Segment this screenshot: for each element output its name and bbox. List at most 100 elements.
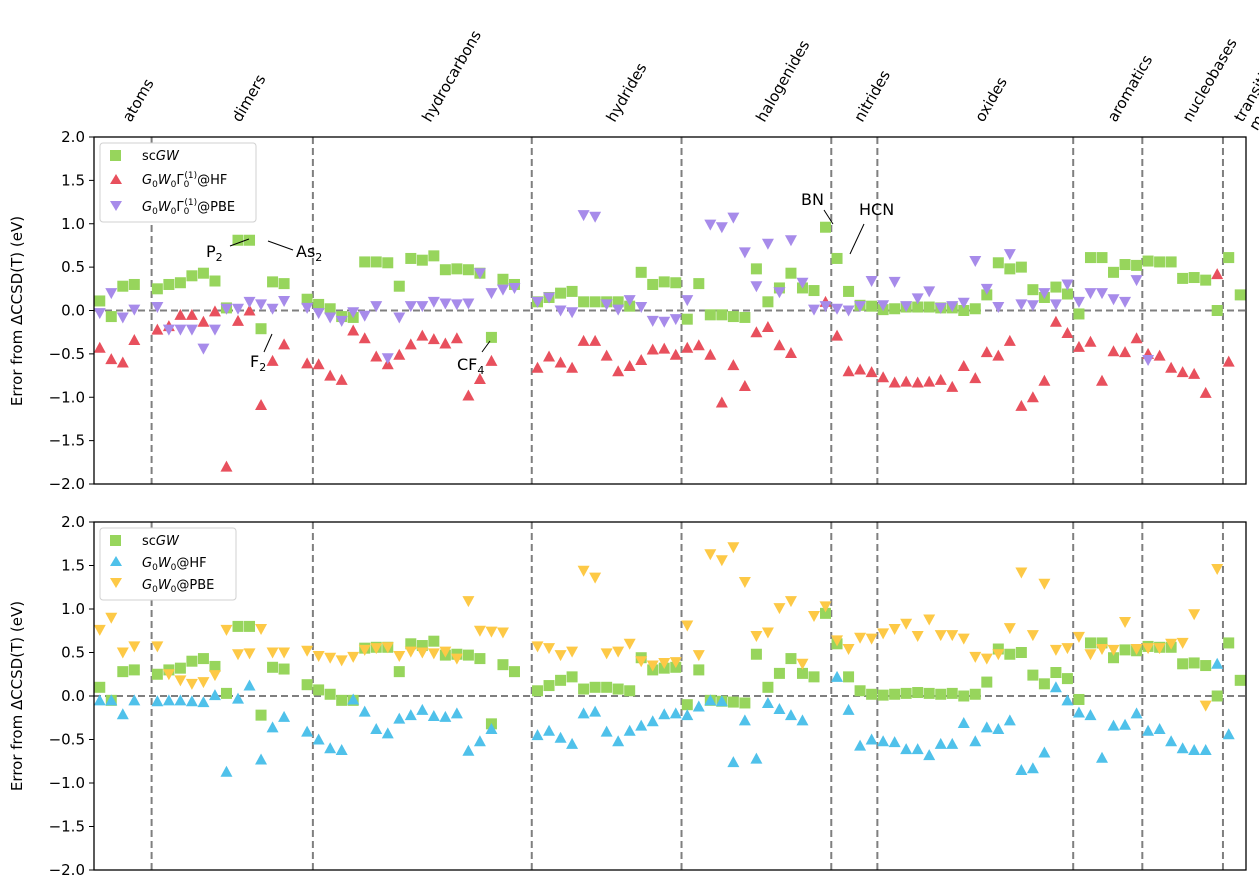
point-square-green [1200,274,1212,286]
point-triangle-up-blue [738,714,751,726]
point-triangle-down-purple [312,308,325,320]
y-tick-label: 0.0 [61,687,85,705]
point-square-green [900,687,912,699]
point-triangle-down-purple [416,301,429,313]
point-triangle-down-purple [566,307,579,319]
point-square-green [1073,693,1085,705]
point-square-green [151,668,163,680]
point-triangle-up-red [554,356,567,368]
annotation-as2: As2 [296,242,322,264]
point-triangle-up-red [784,347,797,359]
y-tick-label: −0.5 [49,345,85,363]
point-triangle-up-blue [865,733,878,745]
point-triangle-down-yellow [646,660,659,672]
point-square-green [831,252,843,264]
point-triangle-down-yellow [185,678,198,690]
point-square-green [94,295,106,307]
point-triangle-down-yellow [1199,700,1212,712]
point-square-green [589,296,601,308]
point-triangle-up-red [208,305,221,317]
point-triangle-down-purple [404,301,417,313]
group-label-halogenides: halogenides [752,37,813,125]
point-triangle-up-blue [416,703,429,715]
point-triangle-down-purple [1072,296,1085,308]
point-triangle-up-red [1153,349,1166,361]
y-tick-label: 2.0 [61,128,85,146]
point-triangle-up-blue [393,712,406,724]
point-triangle-down-purple [450,299,463,311]
point-triangle-up-red [692,339,705,351]
point-triangle-down-yellow [623,638,636,650]
y-tick-label: 0.5 [61,644,85,662]
group-label-nitrides: nitrides [850,67,894,125]
point-triangle-up-red [877,371,890,383]
point-triangle-up-red [1165,361,1178,373]
point-triangle-up-blue [404,709,417,721]
point-triangle-up-red [1130,332,1143,344]
annotation-hcn: HCN [859,200,894,219]
point-triangle-down-purple [508,282,521,294]
point-triangle-up-red [900,375,913,387]
point-square-green [992,643,1004,655]
point-triangle-up-blue [750,752,763,764]
point-triangle-down-purple [278,295,291,307]
top-panel-points [94,210,1246,472]
point-triangle-up-red [727,359,740,371]
point-triangle-up-blue [900,743,913,755]
point-triangle-down-purple [128,304,141,316]
point-triangle-up-red [427,333,440,345]
point-triangle-down-yellow [1072,631,1085,643]
point-square-green [820,607,832,619]
point-triangle-up-blue [1130,707,1143,719]
legend-marker-g0w0-hf [110,556,122,566]
point-square-green [1073,308,1085,320]
point-triangle-down-yellow [232,649,244,661]
point-triangle-down-yellow [888,624,901,636]
point-triangle-down-yellow [784,596,797,608]
legend-label-scgw: scGW [142,534,180,549]
point-triangle-down-yellow [692,650,705,662]
point-triangle-up-red [669,348,682,360]
point-square-green [681,313,693,325]
point-triangle-down-purple [934,302,947,314]
point-square-green [750,648,762,660]
point-triangle-down-purple [773,287,786,299]
point-triangle-down-yellow [1107,644,1120,656]
point-triangle-up-blue [197,696,210,708]
point-square-green [866,688,878,700]
point-triangle-down-purple [427,296,440,308]
point-square-green [658,276,670,288]
point-square-green [485,331,497,343]
point-square-green [209,275,221,287]
group-label-dimers: dimers [228,71,269,125]
point-triangle-up-red [185,308,198,320]
point-triangle-down-yellow [243,648,256,660]
point-triangle-up-red [1084,335,1097,347]
point-triangle-up-red [462,389,475,401]
point-triangle-up-blue [923,749,936,761]
point-square-green [532,685,544,697]
point-triangle-up-blue [324,742,337,754]
point-triangle-down-yellow [197,677,210,689]
point-triangle-down-yellow [312,650,325,662]
point-triangle-down-yellow [554,650,567,662]
point-triangle-up-blue [462,744,475,756]
point-square-green [497,659,509,671]
point-triangle-down-yellow [957,633,970,645]
y-tick-label: −1.0 [49,774,85,792]
point-triangle-up-red [393,348,406,360]
point-square-green [359,256,371,268]
point-triangle-up-blue [715,695,728,707]
point-triangle-up-blue [185,695,198,707]
point-triangle-down-purple [358,310,371,322]
point-triangle-up-red [1061,327,1074,339]
point-triangle-down-yellow [208,670,221,682]
point-triangle-down-yellow [174,675,187,687]
point-square-green [1027,284,1039,296]
point-triangle-down-yellow [934,630,947,642]
point-square-green [278,663,290,675]
point-triangle-up-blue [681,709,694,721]
point-triangle-up-blue [934,737,947,749]
point-triangle-down-yellow [900,618,913,630]
point-square-green [336,694,348,706]
